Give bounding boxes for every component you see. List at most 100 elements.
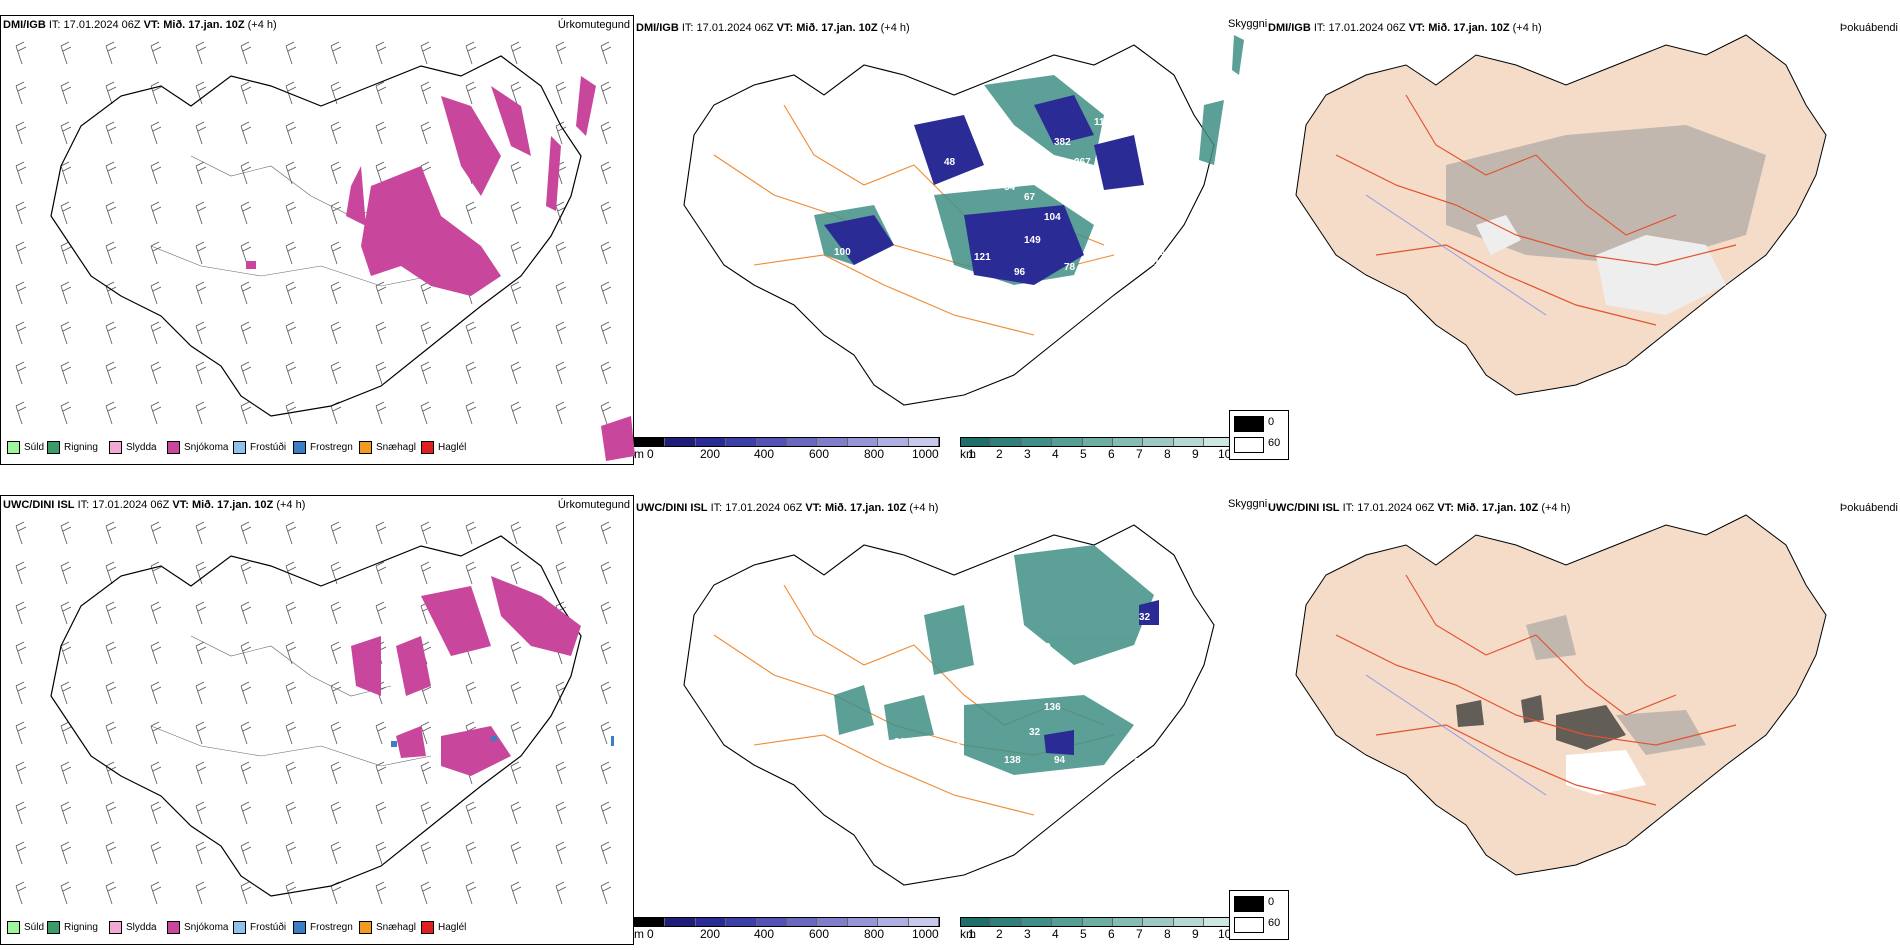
- colorbar-tick: 0: [647, 927, 654, 941]
- wind-barb: [600, 81, 612, 105]
- map-value-label: 31: [1174, 632, 1186, 643]
- ceiling-colorbar: [634, 437, 940, 447]
- wind-barb: [600, 841, 612, 865]
- wind-barb: [105, 881, 117, 905]
- colorbar-tick: 4: [1052, 447, 1059, 461]
- wind-barb: [105, 161, 117, 185]
- legend-label: Frostúði: [250, 442, 287, 453]
- panel-title: Skyggni: [1228, 18, 1268, 30]
- visibility-panel-top: DMI/IGB IT: 17.01.2024 06Z VT: Mið. 17.j…: [634, 15, 1268, 465]
- wind-barb: [330, 201, 342, 225]
- ceiling-colorbar: [634, 917, 940, 927]
- colorbar-tick: 10: [1218, 447, 1232, 461]
- wind-barb: [510, 41, 522, 65]
- wind-barb: [60, 521, 72, 545]
- wind-barb: [60, 761, 72, 785]
- wind-barb: [555, 761, 567, 785]
- legend-label: Haglél: [438, 922, 467, 933]
- wind-barb: [60, 281, 72, 305]
- colorbar-segment: [878, 918, 909, 926]
- wind-barb: [510, 201, 522, 225]
- wind-barb: [105, 81, 117, 105]
- legend-item: Frostregn: [293, 441, 353, 454]
- colorbar-segment: [1082, 438, 1114, 446]
- wind-barb: [555, 41, 567, 65]
- wind-barb: [60, 801, 72, 825]
- legend-swatch: [293, 441, 306, 454]
- legend-label: Slydda: [126, 922, 157, 933]
- wind-barb: [105, 41, 117, 65]
- wind-barb: [60, 361, 72, 385]
- wind-barb: [105, 121, 117, 145]
- wind-barb: [330, 81, 342, 105]
- wind-barb: [105, 521, 117, 545]
- wind-barb: [465, 841, 477, 865]
- map-value-label: 121: [974, 252, 991, 263]
- wind-barb: [285, 41, 297, 65]
- colorbar-tick: 8: [1164, 927, 1171, 941]
- wind-barb: [375, 801, 387, 825]
- wind-barb: [240, 881, 252, 905]
- wind-barb: [60, 721, 72, 745]
- wind-barb: [600, 721, 612, 745]
- wind-barb: [285, 841, 297, 865]
- colorbar-tick: 8: [1164, 447, 1171, 461]
- wind-barb: [195, 161, 207, 185]
- colorbar-tick: 10: [1218, 927, 1232, 941]
- wind-barb: [240, 681, 252, 705]
- wind-barb: [60, 641, 72, 665]
- wind-barb: [510, 881, 522, 905]
- colorbar-segment: [726, 438, 757, 446]
- wind-barb: [195, 841, 207, 865]
- precip-type-panel-bottom: UWC/DINI ISL IT: 17.01.2024 06Z VT: Mið.…: [0, 495, 634, 945]
- legend-swatch: [167, 441, 180, 454]
- wind-barb: [285, 361, 297, 385]
- colorbar-tick: 4: [1052, 927, 1059, 941]
- wind-barb: [600, 641, 612, 665]
- wind-barb: [150, 401, 162, 425]
- wind-barb: [150, 601, 162, 625]
- map-value-label: 73: [984, 169, 996, 180]
- wind-barb: [150, 41, 162, 65]
- legend-item: Snjókoma: [167, 441, 228, 454]
- iceland-map-visibility-bottom: 32 31 189 542 430 136 32 312 193 200 171 138 94 500: [683, 524, 1215, 886]
- wind-barb: [510, 761, 522, 785]
- legend-item: Frostúði: [233, 921, 286, 934]
- colorbar-tick: 9: [1192, 447, 1199, 461]
- wind-barb: [465, 561, 477, 585]
- fog-scale-bottom-label: 60: [1268, 917, 1281, 929]
- colorbar-segment: [1052, 918, 1083, 926]
- panel-title: Þokuábendi: [1839, 502, 1898, 514]
- wind-barb: [510, 81, 522, 105]
- legend-item: Frostúði: [233, 441, 286, 454]
- visibility-colorbar-ticks: km 1 2 3 4 5 6 7 8 9 10: [960, 447, 1266, 461]
- legend-item: Frostregn: [293, 921, 353, 934]
- wind-barb: [555, 361, 567, 385]
- wind-barb: [60, 561, 72, 585]
- wind-barb: [375, 401, 387, 425]
- map-value-label: 154: [1124, 119, 1141, 130]
- wind-barb: [375, 81, 387, 105]
- colorbar-tick: 1000: [912, 927, 939, 941]
- wind-barb: [240, 641, 252, 665]
- map-value-label: 230: [1104, 189, 1121, 200]
- wind-barb: [420, 761, 432, 785]
- legend-item: Slydda: [109, 921, 157, 934]
- fog-scale: 0 60: [1229, 890, 1289, 940]
- wind-barb: [150, 761, 162, 785]
- wind-barb: [15, 881, 27, 905]
- fog-panel-top: DMI/IGB IT: 17.01.2024 06Z VT: Mið. 17.j…: [1229, 15, 1900, 465]
- wind-barb: [195, 121, 207, 145]
- legend-label: Slydda: [126, 442, 157, 453]
- map-value-label: 93: [1154, 247, 1166, 258]
- colorbar-tick: 400: [754, 447, 775, 461]
- wind-barb: [600, 801, 612, 825]
- colorbar-segment: [787, 918, 818, 926]
- legend-swatch: [7, 441, 20, 454]
- wind-barb: [510, 801, 522, 825]
- wind-barb: [240, 281, 252, 305]
- colorbar-segment: [635, 918, 666, 926]
- legend-item: Slydda: [109, 441, 157, 454]
- wind-barb: [150, 81, 162, 105]
- legend-item: Rigning: [47, 441, 98, 454]
